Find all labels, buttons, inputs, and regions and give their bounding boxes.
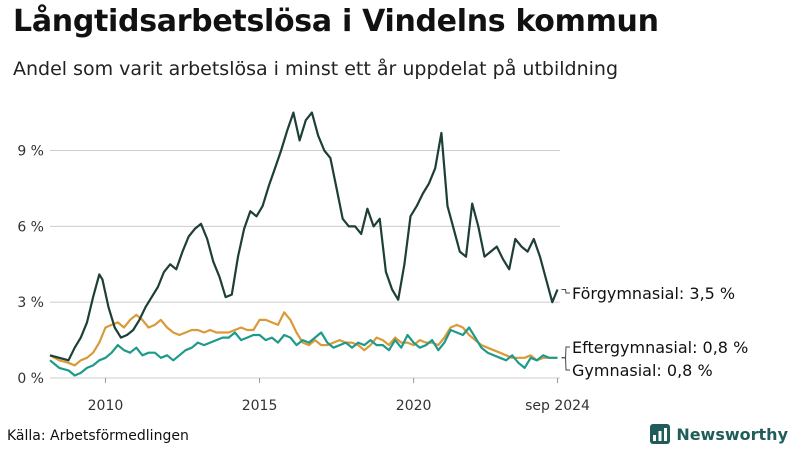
x-tick-label: 2020 — [396, 398, 432, 414]
series-labels: Förgymnasial: 3,5 % Eftergymnasial: 0,8 %… — [561, 284, 748, 380]
label-leader-line — [561, 357, 570, 371]
x-tick-label: sep 2024 — [525, 398, 590, 414]
series-end-label: Gymnasial: 0,8 % — [572, 361, 713, 380]
y-tick-label: 9 % — [17, 144, 44, 160]
newsworthy-logo-icon — [650, 424, 671, 444]
label-leader-line — [561, 346, 570, 359]
series-end-label: Förgymnasial: 3,5 % — [572, 284, 735, 303]
source-note: Källa: Arbetsförmedlingen — [7, 428, 189, 444]
x-axis: 2010 2015 2020 sep 2024 — [88, 378, 590, 414]
y-tick-label: 0 % — [17, 371, 44, 387]
label-leader-line — [561, 289, 570, 294]
series-lines — [49, 111, 559, 377]
gridlines — [50, 150, 560, 379]
series-line-förgymnasial — [49, 111, 559, 362]
y-axis: 0 % 3 % 6 % 9 % — [17, 144, 44, 387]
y-tick-label: 6 % — [17, 219, 44, 235]
chart-title: Långtidsarbetslösa i Vindelns kommun — [13, 4, 659, 39]
x-tick-label: 2015 — [242, 398, 278, 414]
x-tick-label: 2010 — [88, 398, 124, 414]
y-tick-label: 3 % — [17, 295, 44, 311]
series-line-eftergymnasial — [49, 311, 558, 367]
series-end-label: Eftergymnasial: 0,8 % — [572, 338, 748, 357]
series-line-gymnasial — [49, 326, 558, 377]
chart-subtitle: Andel som varit arbetslösa i minst ett å… — [13, 58, 619, 80]
brand-name: Newsworthy — [676, 424, 788, 444]
brand-logo[interactable]: Newsworthy — [650, 424, 788, 444]
